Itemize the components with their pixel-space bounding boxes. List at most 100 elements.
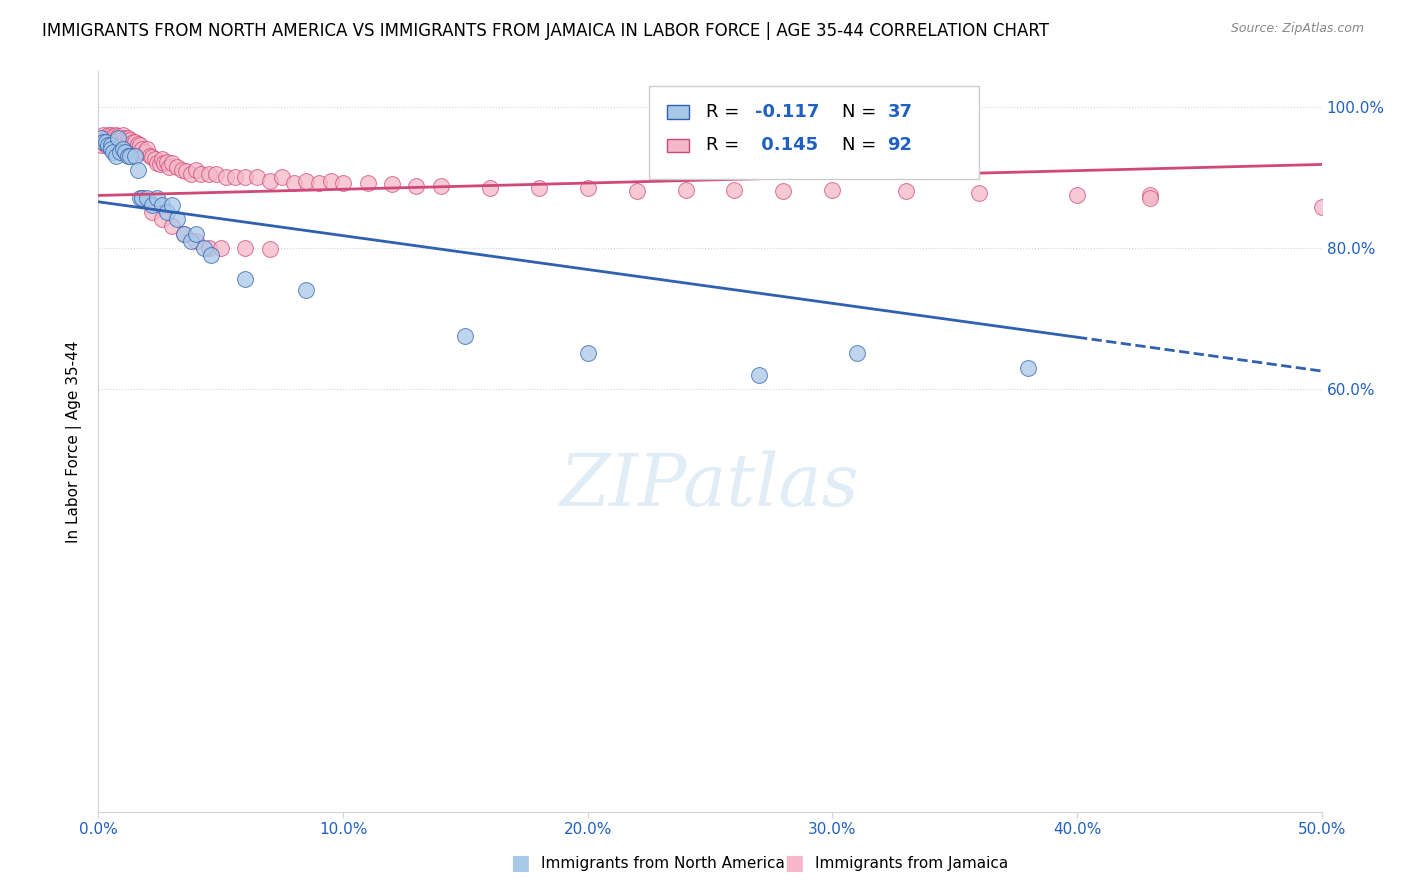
Point	[124, 135, 146, 149]
Text: 0.145: 0.145	[755, 136, 818, 154]
Point	[197, 241, 219, 255]
Point	[121, 144, 143, 158]
Text: ■: ■	[785, 854, 804, 873]
Point	[104, 149, 127, 163]
Point	[246, 170, 269, 185]
Text: -0.117: -0.117	[755, 103, 820, 121]
Point	[173, 227, 195, 241]
Point	[1310, 200, 1333, 214]
Point	[141, 205, 163, 219]
Point	[111, 128, 134, 142]
Point	[1017, 360, 1039, 375]
Point	[97, 135, 120, 149]
Point	[107, 131, 129, 145]
Point	[136, 191, 159, 205]
Point	[270, 170, 294, 185]
Point	[94, 135, 117, 149]
Text: N =: N =	[842, 136, 882, 154]
Point	[233, 272, 256, 286]
Point	[156, 205, 179, 219]
Point	[100, 128, 122, 142]
Point	[1139, 187, 1161, 202]
Point	[100, 138, 122, 153]
Point	[101, 136, 124, 151]
Point	[1139, 191, 1161, 205]
Y-axis label: In Labor Force | Age 35-44: In Labor Force | Age 35-44	[66, 341, 83, 542]
Point	[90, 131, 112, 145]
Point	[308, 176, 330, 190]
Point	[124, 144, 146, 158]
Point	[319, 174, 342, 188]
Point	[111, 142, 134, 156]
Text: IMMIGRANTS FROM NORTH AMERICA VS IMMIGRANTS FROM JAMAICA IN LABOR FORCE | AGE 35: IMMIGRANTS FROM NORTH AMERICA VS IMMIGRA…	[42, 22, 1049, 40]
Point	[127, 136, 149, 151]
Point	[150, 212, 173, 227]
Point	[259, 242, 281, 256]
Point	[723, 183, 745, 197]
Point	[967, 186, 990, 200]
Point	[454, 328, 477, 343]
Point	[160, 219, 183, 234]
Point	[114, 131, 136, 145]
Text: Source: ZipAtlas.com: Source: ZipAtlas.com	[1230, 22, 1364, 36]
Point	[478, 180, 501, 194]
Point	[114, 142, 136, 156]
Point	[90, 138, 112, 153]
Point	[146, 191, 169, 205]
Point	[129, 191, 152, 205]
Point	[110, 131, 132, 145]
Point	[166, 212, 188, 227]
Point	[675, 183, 697, 197]
Point	[153, 156, 176, 170]
Point	[150, 198, 173, 212]
Bar	[668, 139, 689, 152]
Point	[91, 135, 114, 149]
Point	[134, 145, 156, 160]
Point	[117, 142, 139, 156]
Point	[127, 163, 149, 178]
Point	[129, 138, 152, 153]
Point	[233, 170, 256, 185]
Point	[120, 142, 142, 156]
Point	[405, 178, 427, 193]
Point	[259, 174, 281, 188]
Text: ■: ■	[510, 854, 530, 873]
Point	[170, 163, 193, 178]
Point	[127, 145, 149, 160]
Point	[104, 136, 127, 151]
Point	[94, 138, 117, 153]
Text: ZIPatlas: ZIPatlas	[560, 450, 860, 521]
Point	[283, 176, 305, 190]
Point	[121, 135, 143, 149]
Point	[186, 227, 208, 241]
Text: Immigrants from Jamaica: Immigrants from Jamaica	[815, 856, 1008, 871]
Point	[124, 149, 146, 163]
Point	[160, 156, 183, 170]
Point	[101, 145, 124, 160]
Point	[131, 191, 153, 205]
Point	[100, 142, 122, 156]
Point	[186, 234, 208, 248]
Point	[141, 198, 163, 212]
Point	[141, 150, 163, 164]
Point	[166, 160, 188, 174]
Point	[186, 163, 208, 178]
Point	[200, 248, 222, 262]
Point	[205, 167, 228, 181]
Point	[180, 234, 202, 248]
Point	[209, 241, 232, 255]
Point	[139, 149, 162, 163]
Point	[111, 138, 134, 153]
Point	[381, 177, 404, 191]
Point	[117, 131, 139, 145]
Point	[821, 183, 844, 197]
Point	[91, 128, 114, 142]
Point	[117, 149, 139, 163]
Point	[146, 156, 169, 170]
Point	[107, 138, 129, 153]
Point	[107, 129, 129, 144]
Point	[176, 164, 198, 178]
Point	[214, 170, 236, 185]
Point	[150, 153, 173, 167]
Point	[193, 241, 215, 255]
